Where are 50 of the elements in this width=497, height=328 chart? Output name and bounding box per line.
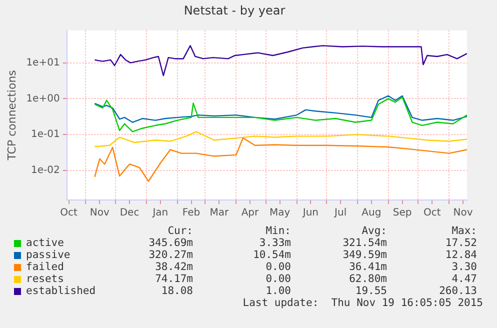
text: 349.59m [342,249,387,261]
text: 320.27m [148,249,193,261]
x-tick-label: Oct [424,208,441,219]
text: 62.80m [349,273,387,285]
text: 12.84 [445,249,477,261]
text: 260.13 [439,285,477,297]
text: Max: [452,225,477,237]
x-tick-label: Aug [362,208,382,219]
x-tick-label: May [270,208,290,219]
chart-title: Netstat - by year [184,3,286,18]
x-tick-label: Jul [334,208,347,219]
text: 36.41m [349,261,387,273]
y-axis-title: TCP connections [5,70,18,162]
text: 0.00 [266,273,291,285]
legend-label: passive [26,249,70,261]
text: Min: [266,225,291,237]
x-tick-label: Oct [60,208,78,219]
x-tick-label: Dec [120,208,140,219]
legend-label: failed [26,261,64,273]
text: 0.00 [266,261,291,273]
legend-label: resets [26,273,64,285]
legend-label: established [26,285,96,297]
text: 4.47 [452,273,477,285]
legend-label: active [26,237,64,249]
x-tick-label: Nov [90,208,110,219]
x-tick-label: Jun [302,208,319,219]
x-tick-label: Jan [152,208,168,219]
text: 3.33m [259,237,291,249]
text: 1.00 [266,285,291,297]
x-tick-label: Nov [453,208,473,219]
y-tick-label: 1e-02 [30,165,60,176]
text: 3.30 [452,261,477,273]
text: 19.55 [355,285,387,297]
text: 10.54m [253,249,291,261]
text: Avg: [362,225,387,237]
text: 74.17m [155,273,193,285]
x-tick-label: Feb [182,208,200,219]
text: 345.69m [148,237,193,249]
y-tick-label: 1e+01 [26,57,60,68]
y-tick-label: 1e-01 [30,129,60,140]
y-tick-label: 1e+00 [26,93,60,104]
x-tick-label: Sep [392,208,412,219]
text: Cur: [168,225,193,237]
x-tick-label: Mar [210,208,230,219]
text: 321.54m [342,237,387,249]
text: Last update: Thu Nov 19 16:05:05 2015 [242,297,483,309]
text: 17.52 [445,237,477,249]
x-tick-label: Apr [241,208,260,219]
text: 38.42m [155,261,193,273]
text: 18.08 [161,285,193,297]
